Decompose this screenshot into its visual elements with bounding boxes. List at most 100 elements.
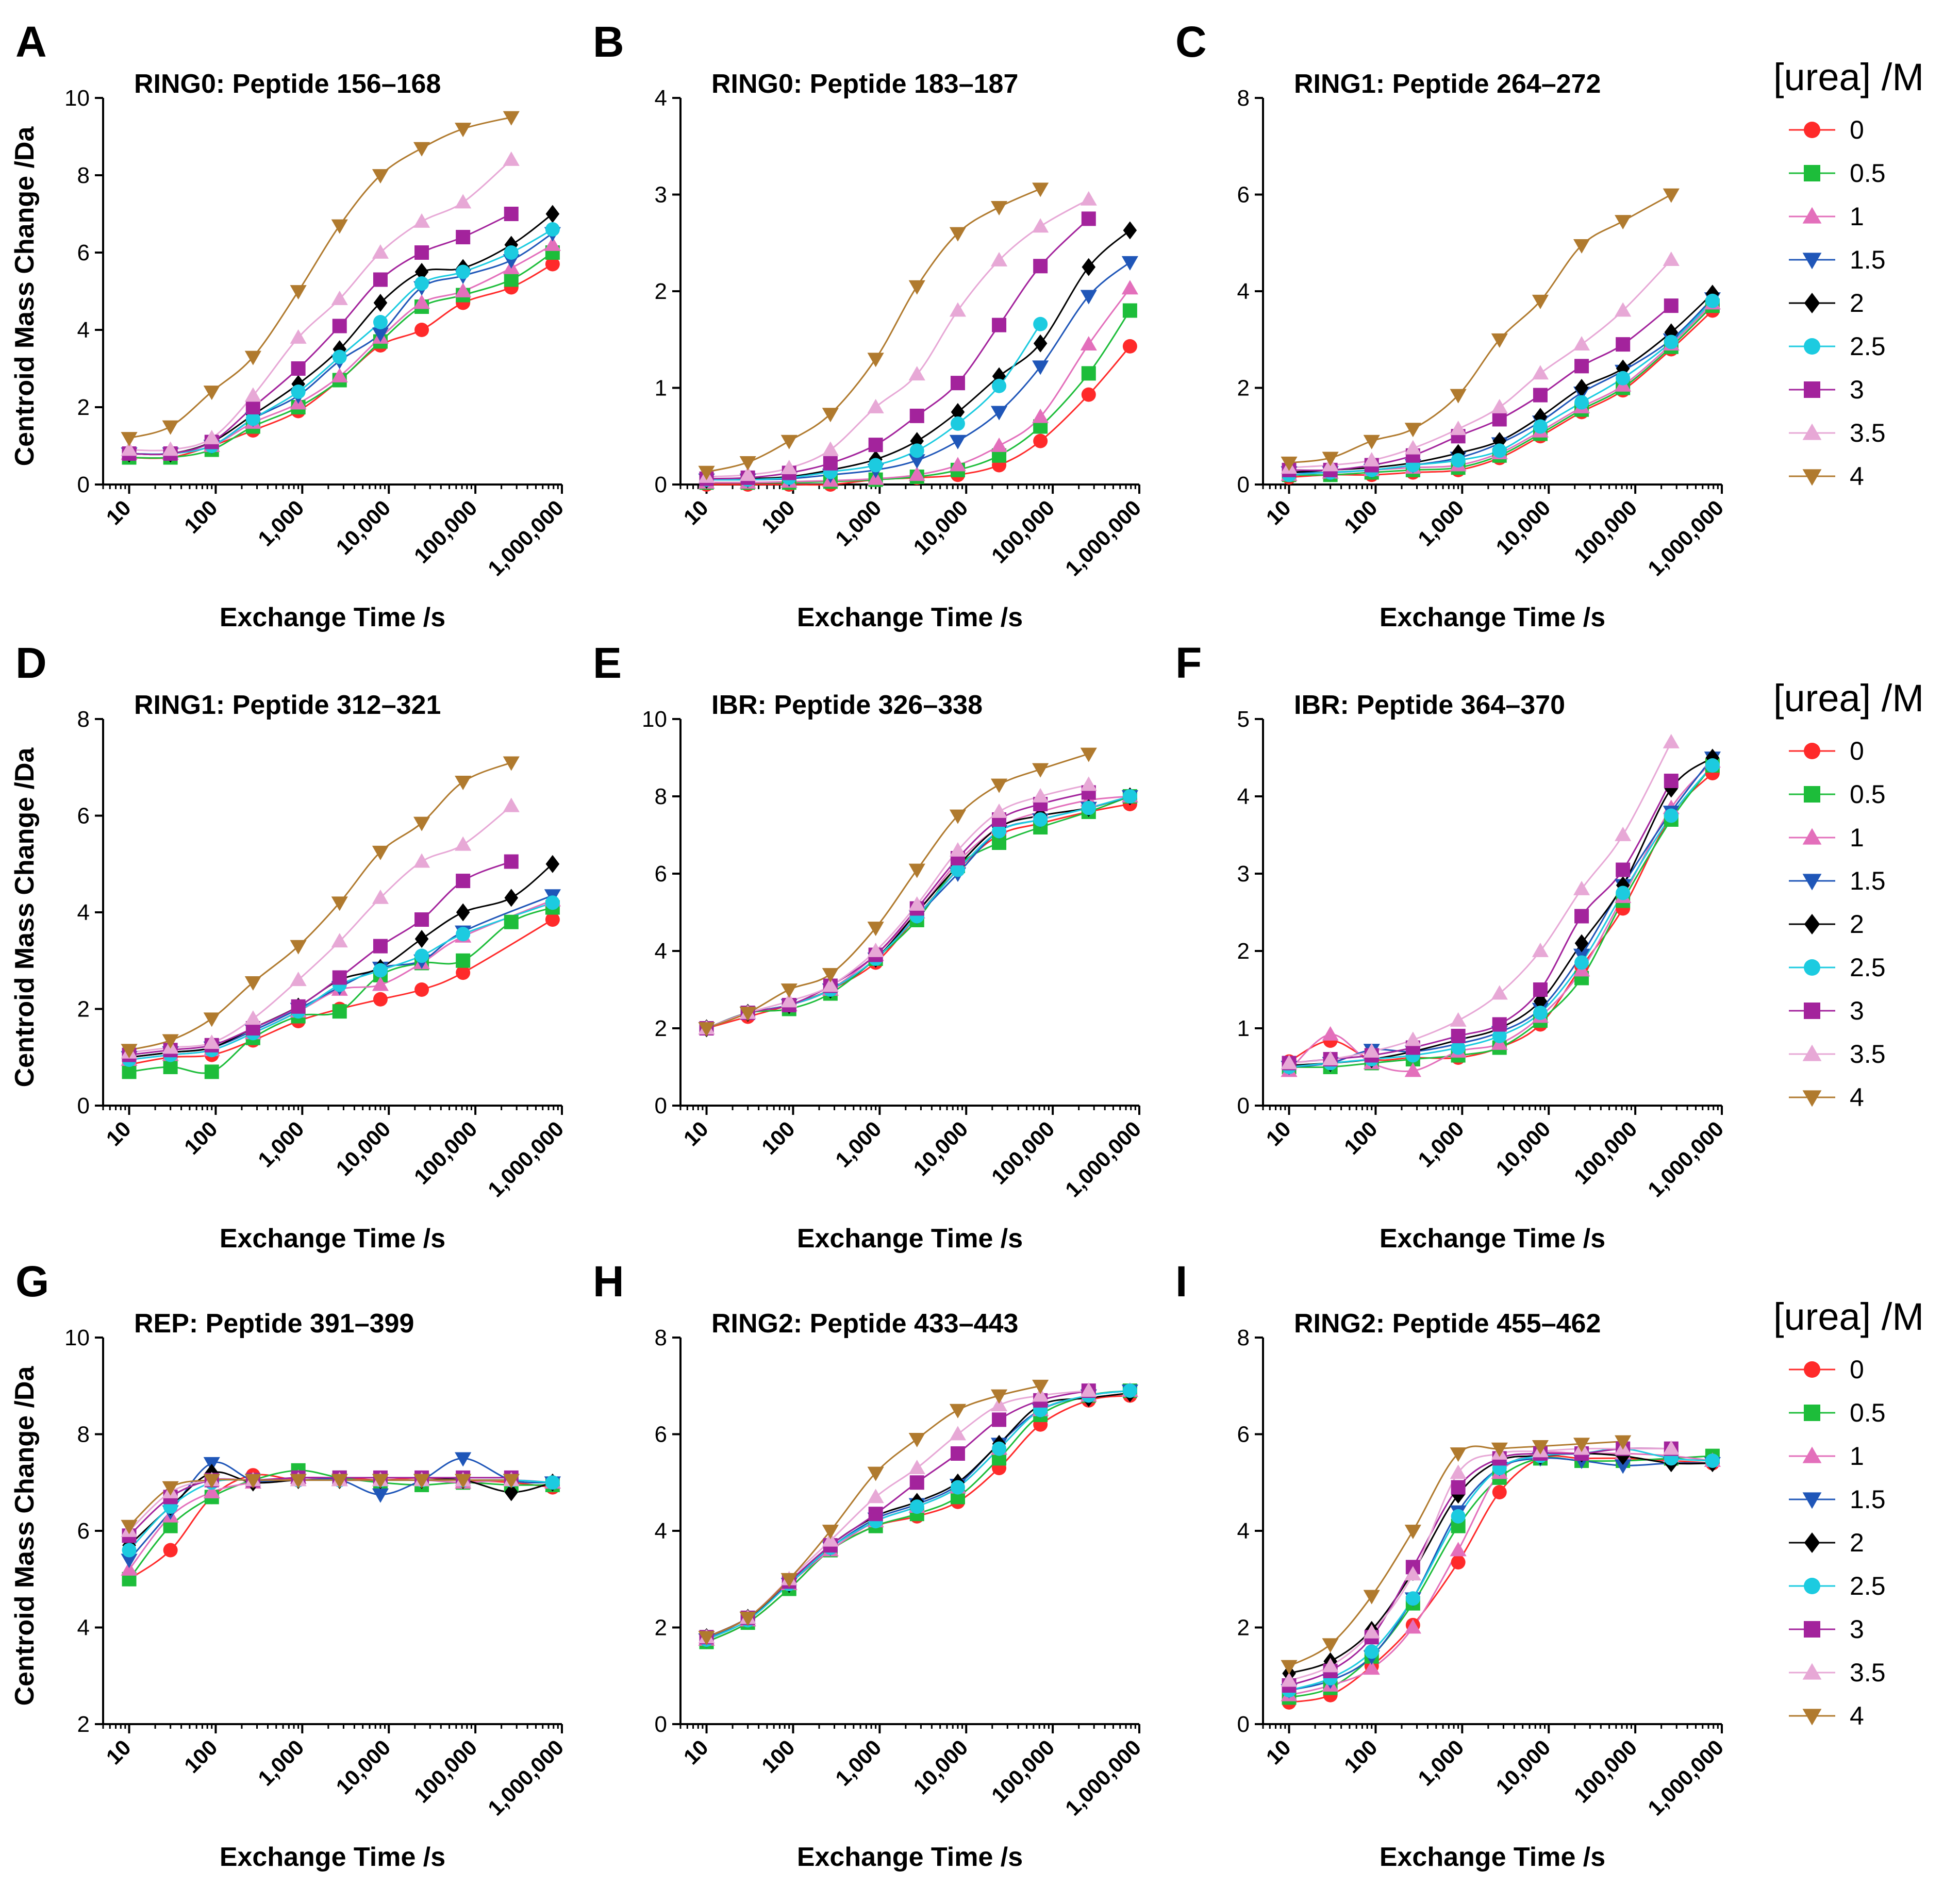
y-tick-label: 2 <box>77 395 90 420</box>
data-point <box>373 294 388 312</box>
data-point <box>949 227 967 242</box>
data-point <box>203 386 220 400</box>
data-point <box>1574 909 1589 924</box>
data-point <box>1363 452 1380 467</box>
data-point <box>291 361 306 376</box>
data-point <box>373 963 388 978</box>
x-axis-title: Exchange Time /s <box>220 603 445 632</box>
panel-i: I RING2: Peptide 455–462 0 2 4 6 8 10 100 1,000 10… <box>1175 1257 1728 1872</box>
data-point <box>204 1064 219 1079</box>
data-point <box>456 965 471 980</box>
data-point <box>1081 211 1096 226</box>
data-point <box>1122 303 1137 318</box>
data-point <box>290 1474 307 1489</box>
y-tick-label: 0 <box>1237 1712 1250 1737</box>
panel-a: A RING0: Peptide 156–168 0 2 4 6 8 10 10 100 1,000… <box>10 18 568 632</box>
data-point <box>162 1034 179 1049</box>
data-point <box>373 315 388 329</box>
data-point <box>909 1499 924 1514</box>
data-point <box>990 252 1008 266</box>
data-point <box>1451 1480 1466 1495</box>
data-point <box>414 245 429 260</box>
fit-curve-3 <box>1289 305 1672 472</box>
data-point <box>1533 419 1548 434</box>
data-point <box>1664 808 1679 823</box>
x-tick-label: 1,000 <box>253 495 309 551</box>
y-tick-label: 2 <box>655 279 667 304</box>
data-point <box>739 1007 756 1022</box>
data-point <box>1705 758 1720 773</box>
data-point <box>823 456 838 471</box>
fit-curve-4 <box>1288 1441 1623 1667</box>
data-point <box>867 1466 884 1481</box>
legend-label: 0.5 <box>1850 780 1886 809</box>
data-point <box>1081 800 1096 815</box>
data-point <box>503 1474 520 1489</box>
legend-label: 1 <box>1850 1442 1864 1471</box>
data-point <box>413 816 430 831</box>
panel-title: RING1: Peptide 312–321 <box>134 690 441 720</box>
y-tick-label: 4 <box>655 86 667 111</box>
data-point <box>698 465 715 480</box>
data-point <box>545 205 560 223</box>
data-point <box>414 982 429 997</box>
data-point <box>1573 336 1590 351</box>
data-point <box>1451 1040 1466 1055</box>
fit-curve-3.5 <box>1289 742 1672 1064</box>
legend-label: 1.5 <box>1850 866 1886 895</box>
data-point <box>822 408 839 423</box>
x-tick-label: 10,000 <box>909 1735 973 1799</box>
data-point <box>780 993 798 1008</box>
data-point <box>1404 1566 1421 1581</box>
data-point <box>1615 1435 1632 1450</box>
data-point <box>332 319 347 333</box>
panel-title: IBR: Peptide 326–338 <box>711 690 983 720</box>
y-tick-label: 6 <box>1237 182 1250 208</box>
x-tick-label: 1,000 <box>253 1116 309 1172</box>
data-point <box>244 350 261 365</box>
data-point <box>373 992 388 1007</box>
data-point <box>1080 336 1097 351</box>
legend-marker <box>1802 1044 1822 1061</box>
data-point <box>413 294 430 309</box>
legend-label: 3 <box>1850 1615 1864 1644</box>
legend-label: 3.5 <box>1850 1658 1886 1687</box>
legend-label: 0 <box>1850 115 1864 144</box>
legend-marker <box>1804 1405 1820 1421</box>
data-point <box>867 353 884 368</box>
data-point <box>414 912 429 927</box>
data-point <box>867 1489 884 1504</box>
fit-curve-2.5 <box>129 228 553 455</box>
data-point <box>163 1060 178 1074</box>
data-point <box>456 903 470 922</box>
data-point <box>950 416 965 431</box>
data-point <box>413 142 430 157</box>
data-point <box>867 922 884 937</box>
data-point <box>1532 1440 1549 1455</box>
data-point <box>291 999 306 1014</box>
data-point <box>203 1012 220 1027</box>
data-point <box>949 1426 967 1441</box>
data-point <box>990 1397 1008 1412</box>
data-point <box>372 845 389 860</box>
data-point <box>909 443 924 458</box>
x-tick-label: 1,000,000 <box>1060 1116 1145 1201</box>
panel-title: IBR: Peptide 364–370 <box>1294 690 1565 720</box>
data-point <box>1492 1029 1507 1043</box>
x-tick-label: 1,000 <box>1413 495 1469 551</box>
data-point <box>122 1064 137 1079</box>
y-tick-label: 0 <box>77 1093 90 1118</box>
data-point <box>456 264 471 279</box>
legend-marker <box>1802 1446 1822 1463</box>
data-point <box>455 194 472 209</box>
data-point <box>1573 880 1590 895</box>
y-axis-title: Centroid Mass Change /Da <box>10 747 40 1088</box>
data-point <box>1574 359 1589 374</box>
x-tick-label: 10,000 <box>331 1116 395 1180</box>
legend-label: 0 <box>1850 1355 1864 1384</box>
data-point <box>780 460 798 475</box>
data-point <box>1404 1619 1421 1634</box>
data-point <box>1573 239 1590 254</box>
y-tick-label: 4 <box>1237 1518 1250 1544</box>
x-tick-label: 1,000 <box>253 1735 309 1791</box>
